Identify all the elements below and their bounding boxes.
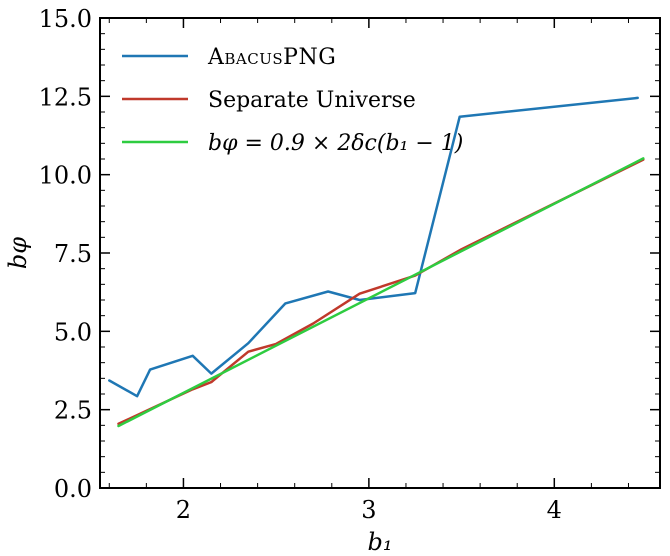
legend: AbacusPNG Separate Universe bφ = 0.9 × 2δc… <box>122 45 463 156</box>
series-line-0 <box>108 96 639 398</box>
y-tick-label: 7.5 <box>54 240 92 268</box>
legend-label-1: Separate Universe <box>208 88 416 113</box>
y-axis-label: bφ <box>4 237 32 269</box>
x-tick-label: 4 <box>547 496 562 524</box>
ticks: 2 3 4 0.0 2.5 5.0 7.5 10.0 12.5 15.0 <box>39 5 660 524</box>
x-tick-label: 2 <box>176 496 191 524</box>
x-tick-label: 3 <box>361 496 376 524</box>
legend-label-2: bφ = 0.9 × 2δc(b₁ − 1) <box>208 131 463 156</box>
y-tick-label: 2.5 <box>54 397 92 425</box>
axis-labels: b₁ bφ <box>4 237 392 556</box>
x-axis-label: b₁ <box>368 528 393 556</box>
y-tick-label: 12.5 <box>39 83 92 111</box>
series-line-2 <box>117 157 645 428</box>
y-tick-label: 10.0 <box>39 162 92 190</box>
y-tick-label: 5.0 <box>54 318 92 346</box>
y-tick-label: 0.0 <box>54 475 92 503</box>
series-group <box>108 96 645 428</box>
y-tick-label: 15.0 <box>39 5 92 33</box>
legend-label-0: AbacusPNG <box>207 45 336 70</box>
